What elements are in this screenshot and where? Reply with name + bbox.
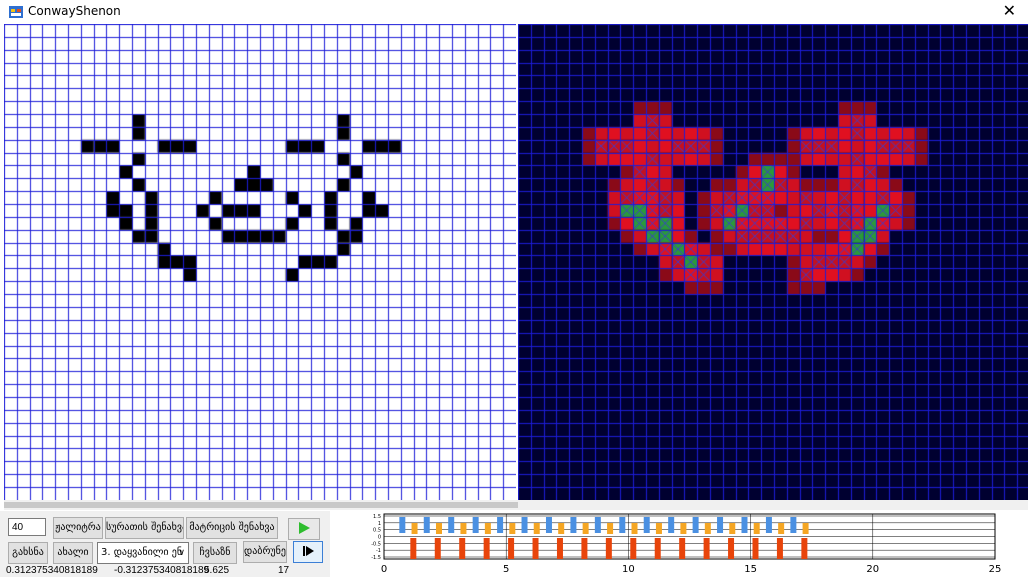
step-icon xyxy=(302,546,305,556)
play-button[interactable] xyxy=(288,518,320,540)
horizontal-scrollbar[interactable] xyxy=(4,500,1028,510)
timeline-bar-red xyxy=(605,538,612,559)
timeline-bar-red xyxy=(483,538,490,559)
load-button[interactable]: ჩვსაზნ xyxy=(193,542,237,564)
timeline-bar-orange xyxy=(802,523,809,534)
save-matrix-button[interactable]: მატრიცის შენახვა xyxy=(186,517,278,539)
mode-select[interactable]: 3. დაყვანილი ენ ∨ xyxy=(97,542,189,564)
status-value-1: 0.312375340818189 xyxy=(6,565,98,576)
timeline-bar-blue xyxy=(497,517,504,533)
y-tick-label: -1 xyxy=(376,548,381,554)
play-icon xyxy=(298,522,310,534)
y-tick-label: 0.5 xyxy=(373,528,381,534)
y-tick-label: -1.5 xyxy=(371,555,381,561)
timeline-bar-red xyxy=(776,538,783,559)
timeline-bar-orange xyxy=(753,523,760,534)
timeline-bar-blue xyxy=(399,517,406,533)
reset-button[interactable]: დაბრუნე xyxy=(243,541,287,563)
timeline-bar-blue xyxy=(765,517,772,533)
x-tick-label: 0 xyxy=(381,564,387,575)
timeline-bar-orange xyxy=(631,523,638,534)
y-tick-label: -0.5 xyxy=(371,541,381,547)
generate-button[interactable]: ჟალიტრა xyxy=(53,517,103,539)
x-tick-label: 25 xyxy=(989,564,1002,575)
x-tick-label: 10 xyxy=(622,564,635,575)
x-tick-label: 20 xyxy=(866,564,879,575)
timeline-bar-blue xyxy=(643,517,650,533)
timeline-bar-blue xyxy=(668,517,675,533)
timeline-bar-red xyxy=(752,538,759,559)
timeline-bar-orange xyxy=(460,523,467,534)
timeline-bar-orange xyxy=(411,523,418,534)
timeline-bar-red xyxy=(532,538,539,559)
window-title: ConwayShenon xyxy=(28,4,121,18)
timeline-bar-orange xyxy=(582,523,589,534)
grid-size-input[interactable] xyxy=(8,518,46,536)
timeline-bar-orange xyxy=(558,523,565,534)
x-tick-label: 5 xyxy=(503,564,509,575)
timeline-chart: 1.510.50-0.5-1-1.50 5 10 15 20 25 xyxy=(371,513,1002,575)
timeline-bar-red xyxy=(459,538,466,559)
status-value-4: 17 xyxy=(278,565,290,576)
timeline-bar-blue xyxy=(741,517,748,533)
timeline-bar-orange xyxy=(435,523,442,534)
timeline-bar-orange xyxy=(655,523,662,534)
chevron-down-icon: ∨ xyxy=(178,548,185,558)
status-value-3: 5.625 xyxy=(204,565,230,576)
timeline-bar-blue xyxy=(692,517,699,533)
new-button[interactable]: ახალი xyxy=(53,542,93,564)
scrollbar-thumb[interactable] xyxy=(4,502,518,508)
app-icon xyxy=(9,6,23,18)
timeline-bar-blue xyxy=(423,517,430,533)
y-tick-label: 0 xyxy=(378,535,381,541)
timeline-bar-orange xyxy=(778,523,785,534)
timeline-bar-red xyxy=(630,538,637,559)
timeline-bar-red xyxy=(556,538,563,559)
timeline-bar-red xyxy=(703,538,710,559)
timeline-bar-blue xyxy=(521,517,528,533)
timeline-bar-blue xyxy=(619,517,626,533)
timeline-bar-orange xyxy=(509,523,516,534)
timeline-bar-red xyxy=(679,538,686,559)
entropy-grid-view xyxy=(518,24,1028,500)
timeline-bar-blue xyxy=(570,517,577,533)
timeline-bar-blue xyxy=(448,517,455,533)
timeline-bar-blue xyxy=(472,517,479,533)
timeline-bar-blue xyxy=(790,517,797,533)
timeline-bar-red xyxy=(410,538,417,559)
y-tick-label: 1.5 xyxy=(373,514,381,520)
y-tick-label: 1 xyxy=(378,521,381,527)
close-icon[interactable]: ✕ xyxy=(1002,1,1016,20)
life-grid-editor[interactable] xyxy=(4,24,516,500)
timeline-bar-red xyxy=(434,538,441,559)
timeline-bar-red xyxy=(801,538,808,559)
open-button[interactable]: გახსნა xyxy=(8,542,48,564)
step-arrow-icon xyxy=(305,546,314,556)
timeline-bar-orange xyxy=(607,523,614,534)
timeline-bar-blue xyxy=(545,517,552,533)
timeline-bar-orange xyxy=(484,523,491,534)
timeline-bar-orange xyxy=(533,523,540,534)
timeline-bar-blue xyxy=(717,517,724,533)
mode-select-value: 3. დაყვანილი ენ xyxy=(101,547,183,558)
timeline-bar-blue xyxy=(594,517,601,533)
save-image-button[interactable]: სურათის შენახვა xyxy=(105,517,184,539)
timeline-bar-orange xyxy=(680,523,687,534)
x-tick-label: 15 xyxy=(744,564,757,575)
status-value-2: -0.312375340818189 xyxy=(114,565,210,576)
timeline-bar-orange xyxy=(704,523,711,534)
timeline-bar-orange xyxy=(729,523,736,534)
step-button[interactable] xyxy=(293,541,323,563)
timeline-bar-red xyxy=(728,538,735,559)
timeline-bar-red xyxy=(654,538,661,559)
timeline-bar-red xyxy=(581,538,588,559)
title-bar: ConwayShenon ✕ xyxy=(0,0,1030,24)
control-panel: ჟალიტრა სურათის შენახვა მატრიცის შენახვა… xyxy=(0,511,330,577)
timeline-bar-red xyxy=(508,538,515,559)
